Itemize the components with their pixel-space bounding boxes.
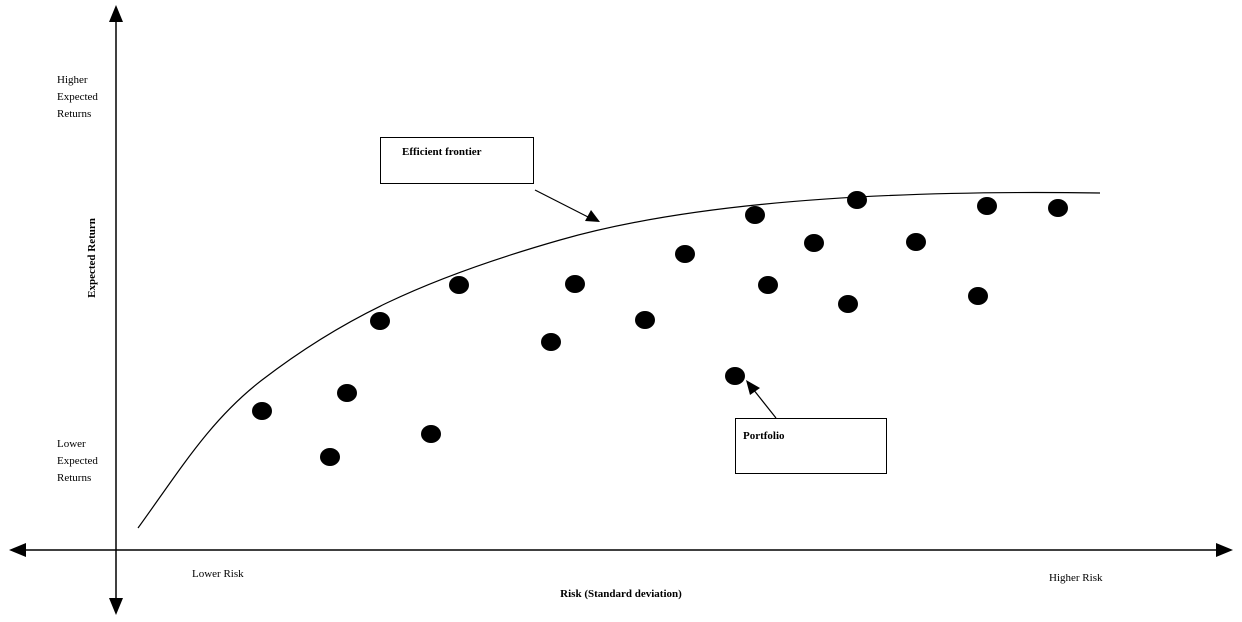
portfolio-dot-8: [565, 275, 585, 293]
x-axis-title: Risk (Standard deviation): [560, 588, 682, 600]
y-axis-arrow-down: [109, 598, 123, 615]
portfolio-dot-14: [804, 234, 824, 252]
efficient-frontier-curve: [137, 191, 1101, 529]
lower-risk-label: Lower Risk: [192, 568, 244, 580]
higher-risk-label: Higher Risk: [1049, 572, 1103, 584]
portfolio-dot-19: [977, 197, 997, 215]
portfolio-leader-arrowhead: [746, 380, 760, 395]
y-axis-title: Expected Return: [86, 218, 98, 298]
portfolio-dot-18: [968, 287, 988, 305]
efficient-frontier-callout-text: Efficient frontier: [402, 146, 482, 158]
portfolio-dot-13: [758, 276, 778, 294]
portfolio-callout-text: Portfolio: [743, 430, 785, 442]
portfolio-dot-9: [635, 311, 655, 329]
efficient-frontier-callout: Efficient frontier: [380, 137, 534, 184]
portfolio-dot-1: [252, 402, 272, 420]
portfolio-dot-17: [906, 233, 926, 251]
x-axis-arrow-left: [9, 543, 26, 557]
lower-returns-label: Lower Expected Returns: [57, 436, 98, 487]
portfolio-dot-2: [320, 448, 340, 466]
portfolio-dot-11: [725, 367, 745, 385]
portfolio-dot-12: [745, 206, 765, 224]
higher-returns-line-2: Expected: [57, 91, 98, 103]
portfolio-callout: Portfolio: [735, 418, 887, 474]
lower-returns-line-1: Lower: [57, 438, 86, 450]
lower-returns-line-3: Returns: [57, 472, 92, 484]
higher-returns-line-1: Higher: [57, 74, 88, 86]
portfolio-dot-6: [449, 276, 469, 294]
portfolio-dot-15: [838, 295, 858, 313]
portfolio-dot-10: [675, 245, 695, 263]
y-axis-arrow-up: [109, 5, 123, 22]
x-axis-arrow-right: [1216, 543, 1233, 557]
portfolio-dot-7: [541, 333, 561, 351]
portfolio-dot-16: [847, 191, 867, 209]
portfolio-leader-line: [752, 388, 777, 419]
portfolio-dot-3: [337, 384, 357, 402]
portfolio-dot-20: [1048, 199, 1068, 217]
higher-returns-label: Higher Expected Returns: [57, 72, 98, 123]
portfolio-dot-4: [370, 312, 390, 330]
lower-returns-line-2: Expected: [57, 455, 98, 467]
portfolio-dot-5: [421, 425, 441, 443]
portfolio-dots: [252, 191, 1068, 466]
higher-returns-line-3: Returns: [57, 108, 92, 120]
frontier-leader-arrowhead: [585, 210, 600, 222]
frontier-leader-line: [534, 189, 591, 219]
